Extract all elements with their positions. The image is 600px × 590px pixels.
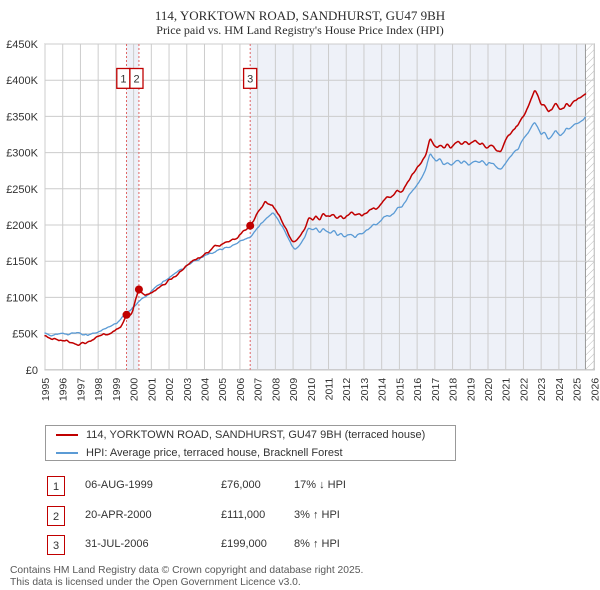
svg-text:2000: 2000 — [129, 378, 141, 402]
svg-text:£200K: £200K — [6, 220, 38, 232]
svg-text:2019: 2019 — [465, 378, 477, 402]
svg-text:£450K: £450K — [6, 39, 38, 51]
svg-text:£150K: £150K — [6, 256, 38, 268]
svg-text:£350K: £350K — [6, 111, 38, 123]
svg-text:1995: 1995 — [40, 378, 52, 402]
svg-text:2018: 2018 — [448, 378, 460, 402]
svg-text:£100K: £100K — [6, 292, 38, 304]
svg-text:£250K: £250K — [6, 184, 38, 196]
svg-text:2010: 2010 — [306, 378, 318, 402]
svg-text:2026: 2026 — [589, 378, 600, 402]
svg-text:2: 2 — [133, 74, 139, 86]
svg-text:2012: 2012 — [341, 378, 353, 402]
svg-text:1997: 1997 — [75, 378, 87, 402]
svg-text:2015: 2015 — [394, 378, 406, 402]
svg-text:£300K: £300K — [6, 148, 38, 160]
svg-text:2020: 2020 — [483, 378, 495, 402]
svg-text:2013: 2013 — [359, 378, 371, 402]
svg-text:2004: 2004 — [200, 378, 212, 402]
svg-text:2007: 2007 — [253, 378, 265, 402]
svg-text:2009: 2009 — [288, 378, 300, 402]
svg-text:3: 3 — [247, 74, 253, 86]
svg-text:2024: 2024 — [554, 378, 566, 402]
svg-text:2006: 2006 — [235, 378, 247, 402]
svg-text:1998: 1998 — [93, 378, 105, 402]
svg-text:£0: £0 — [26, 365, 38, 377]
svg-text:2022: 2022 — [518, 378, 530, 402]
svg-text:£50K: £50K — [12, 329, 38, 341]
svg-text:2002: 2002 — [164, 378, 176, 402]
svg-text:2023: 2023 — [536, 378, 548, 402]
svg-text:2014: 2014 — [377, 378, 389, 402]
svg-text:2005: 2005 — [217, 378, 229, 402]
svg-text:2003: 2003 — [182, 378, 194, 402]
svg-text:2001: 2001 — [146, 378, 158, 402]
svg-text:2025: 2025 — [572, 378, 584, 402]
svg-text:2021: 2021 — [501, 378, 513, 402]
svg-text:2017: 2017 — [430, 378, 442, 402]
svg-text:2011: 2011 — [324, 378, 336, 401]
svg-text:£400K: £400K — [6, 75, 38, 87]
svg-text:1: 1 — [120, 74, 126, 86]
svg-text:1996: 1996 — [58, 378, 70, 402]
svg-text:1999: 1999 — [111, 378, 123, 402]
svg-text:2016: 2016 — [412, 378, 424, 402]
svg-text:2008: 2008 — [270, 378, 282, 402]
